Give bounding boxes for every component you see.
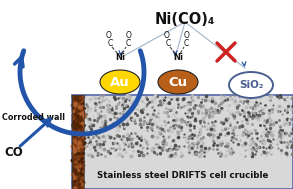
Text: Ni(CO)₄: Ni(CO)₄ (155, 12, 215, 27)
Text: Cu: Cu (168, 75, 188, 88)
Ellipse shape (229, 72, 273, 98)
Bar (72, 95, 84, 189)
Text: C: C (165, 40, 171, 49)
Text: Corroded wall: Corroded wall (2, 114, 65, 122)
Text: C: C (183, 40, 189, 49)
Text: O: O (126, 32, 132, 40)
Text: CO: CO (4, 146, 23, 159)
Text: Ni: Ni (173, 53, 183, 61)
Text: O: O (164, 32, 170, 40)
Text: O: O (106, 32, 112, 40)
Text: C: C (107, 40, 113, 49)
Ellipse shape (100, 70, 140, 94)
Text: SiO₂: SiO₂ (239, 80, 263, 90)
Text: Ni: Ni (115, 53, 125, 61)
Text: Stainless steel DRIFTS cell crucible: Stainless steel DRIFTS cell crucible (97, 170, 268, 180)
Bar (72, 95, 293, 189)
Text: C: C (125, 40, 131, 49)
Bar (72, 95, 84, 189)
Text: O: O (184, 32, 190, 40)
Text: Au: Au (110, 75, 130, 88)
Ellipse shape (158, 70, 198, 94)
